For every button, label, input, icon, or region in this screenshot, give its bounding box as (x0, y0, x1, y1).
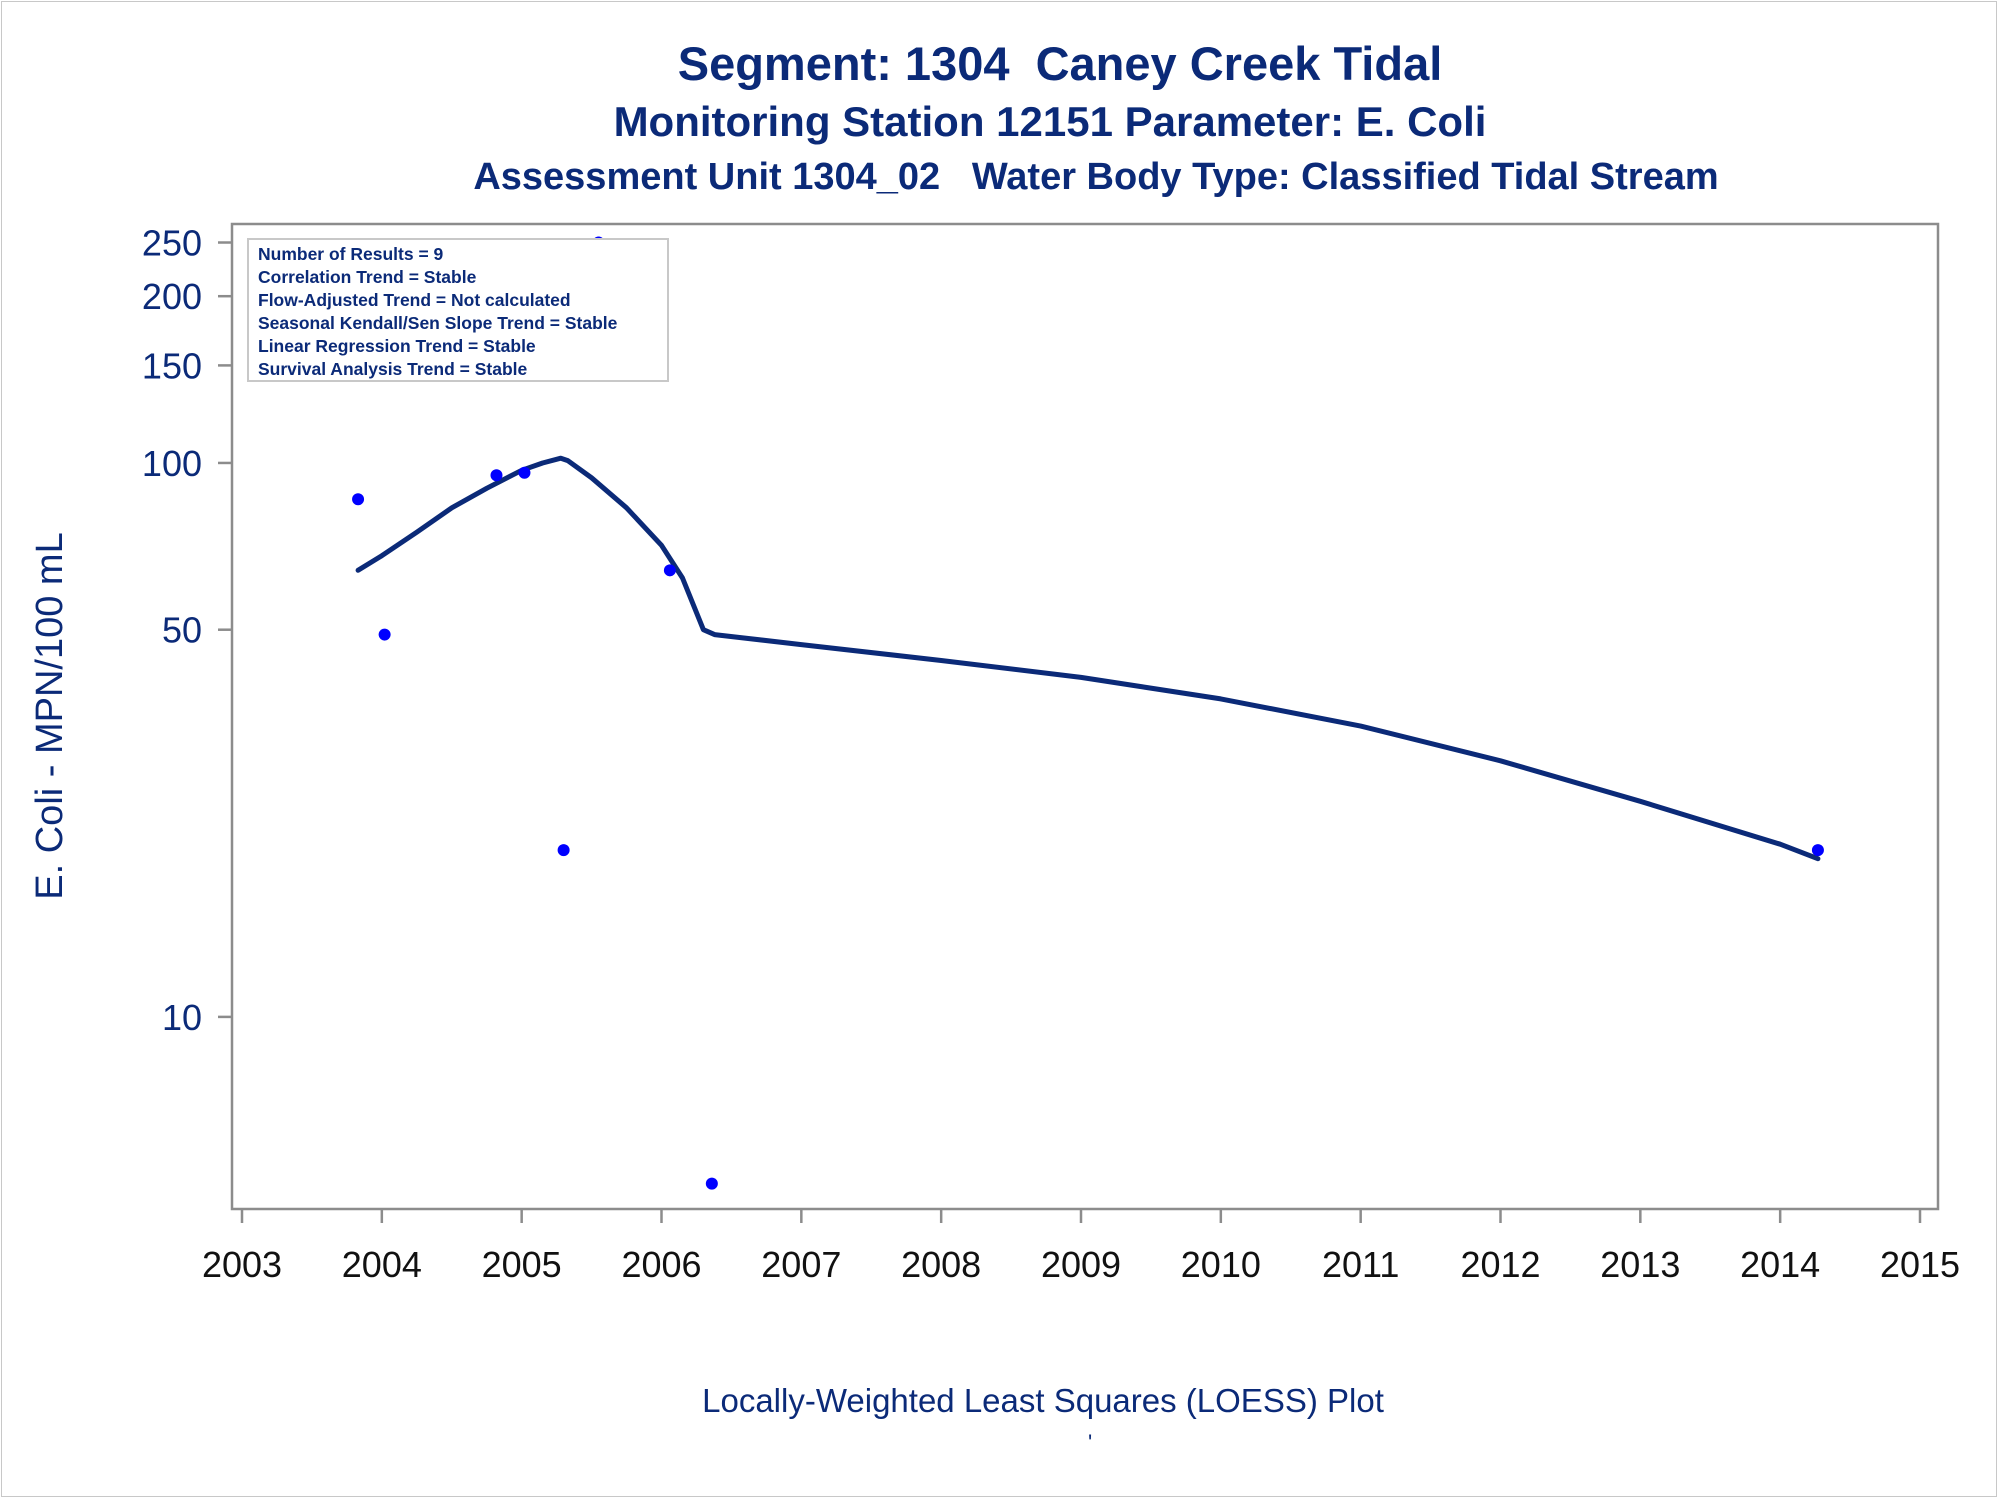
data-point (557, 844, 570, 857)
y-tick-label: 50 (162, 610, 202, 651)
data-point (518, 466, 531, 479)
chart-subtitle: Monitoring Station 12151 Parameter: E. C… (613, 98, 1487, 145)
x-tick-label: 2013 (1600, 1244, 1680, 1285)
x-tick-label: 2010 (1181, 1244, 1261, 1285)
y-tick-label: 250 (142, 223, 202, 264)
x-tick-label: 2008 (901, 1244, 981, 1285)
y-tick-label: 150 (142, 345, 202, 386)
data-point (352, 493, 365, 506)
stats-box-line: Correlation Trend = Stable (258, 267, 477, 287)
y-tick-label: 200 (142, 276, 202, 317)
y-tick-label: 10 (162, 997, 202, 1038)
footnote: Locally-Weighted Least Squares (LOESS) P… (702, 1382, 1384, 1419)
loess-line (355, 455, 1821, 862)
data-point (705, 1177, 718, 1190)
y-tick-label: 100 (142, 443, 202, 484)
stats-box-border (247, 238, 669, 382)
x-tick-label: 2007 (761, 1244, 841, 1285)
data-points (352, 236, 1824, 1190)
data-point (378, 628, 391, 641)
stats-box: Number of Results = 9 Correlation Trend =… (247, 238, 669, 382)
stats-box-line: Survival Analysis Trend = Stable (258, 359, 528, 379)
x-tick-label: 2012 (1460, 1244, 1540, 1285)
stats-box-line: Number of Results = 9 (258, 244, 444, 264)
x-tick-label: 2011 (1322, 1244, 1399, 1285)
stats-box-line: Linear Regression Trend = Stable (258, 336, 536, 356)
x-tick-label: 2014 (1740, 1244, 1820, 1285)
x-axis: 2003 2004 2005 2006 2007 2008 2009 2010 2011 2012… (202, 1209, 1960, 1285)
footnote-mark: ' (1088, 1430, 1093, 1455)
x-tick-label: 2005 (482, 1244, 562, 1285)
x-tick-label: 2006 (621, 1244, 701, 1285)
data-point (1811, 844, 1824, 857)
loess-line-series (355, 455, 1821, 862)
x-tick-label: 2015 (1880, 1244, 1960, 1285)
x-tick-label: 2009 (1041, 1244, 1121, 1285)
plot-area (230, 222, 1940, 1211)
x-tick-label: 2003 (202, 1244, 282, 1285)
y-axis: 10 50 100 150 200 250 (142, 223, 232, 1038)
y-axis-label: E. Coli - MPN/100 mL (29, 532, 71, 899)
data-point (490, 469, 503, 482)
stats-box-line: Flow-Adjusted Trend = Not calculated (258, 290, 571, 310)
stats-box-line: Seasonal Kendall/Sen Slope Trend = Stabl… (258, 313, 618, 333)
chart-subtitle-2: Assessment Unit 1304_02 Water Body Type:… (473, 156, 1719, 198)
data-point (663, 564, 676, 577)
x-tick-label: 2004 (342, 1244, 422, 1285)
chart-title: Segment: 1304 Caney Creek Tidal (677, 37, 1443, 90)
